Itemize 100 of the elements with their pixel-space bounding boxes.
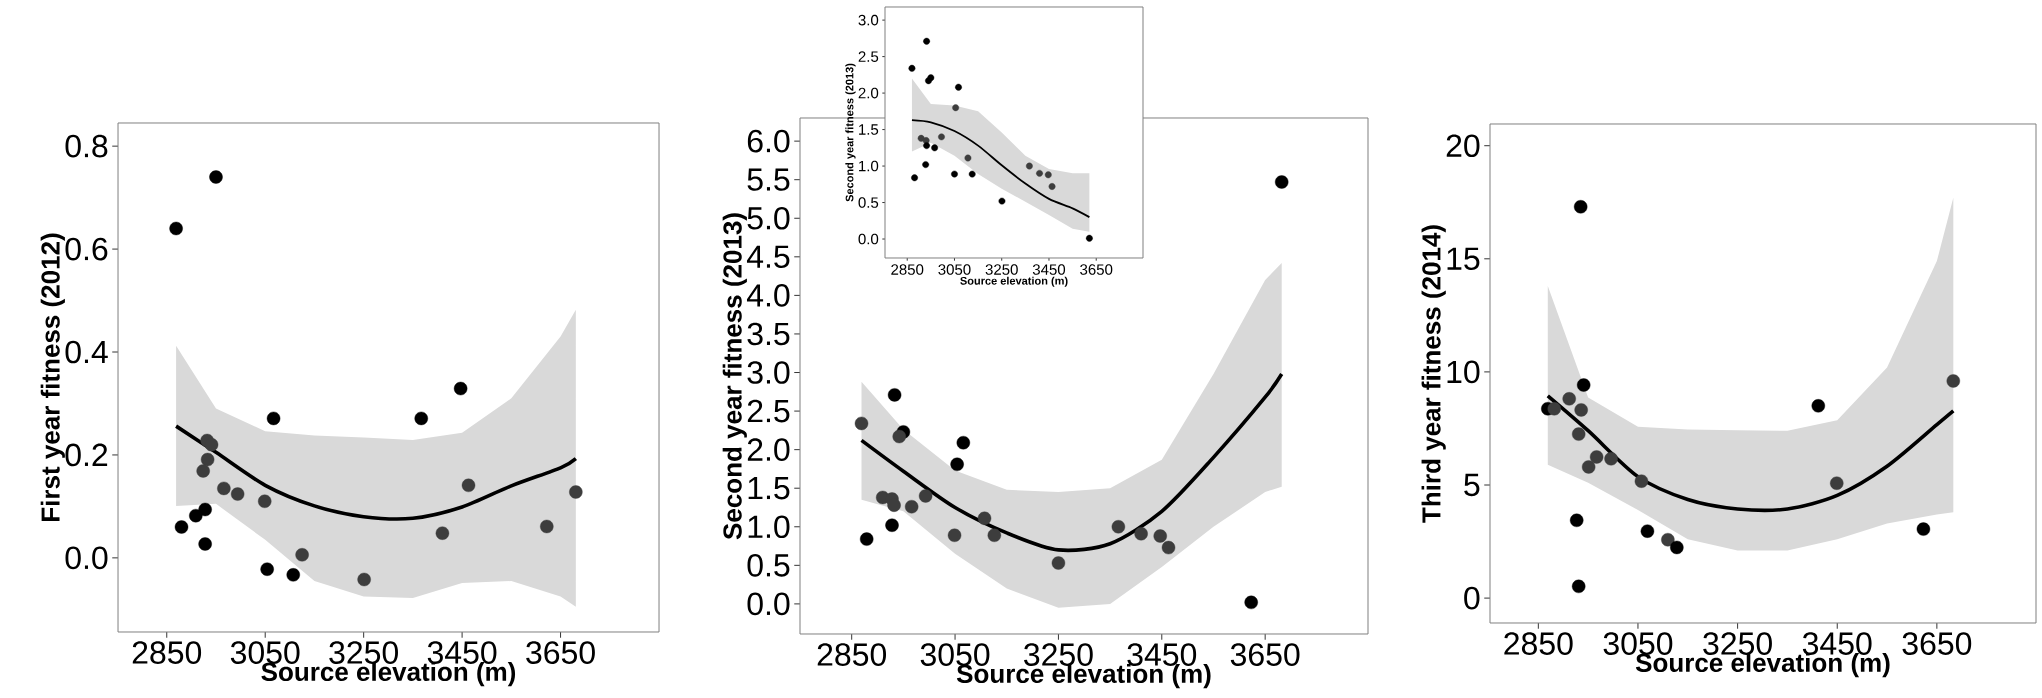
point [1025,162,1033,170]
y-axis-title: Third year fitness (2014) [1421,225,1446,523]
x-tick-label: 3450 [427,641,497,664]
point [952,104,960,112]
y-tick-label: 0.0 [65,546,108,570]
y-tick-label: 4.0 [746,284,790,307]
point [1562,392,1576,406]
y-tick-label: 1.5 [748,477,790,500]
point [987,528,1002,542]
point [918,489,933,503]
y-tick-label: 0.5 [747,554,790,577]
y-tick-label: 2.0 [858,87,879,99]
point [1571,427,1586,441]
y-axis-title: First year fitness (2012) [40,233,65,521]
point [217,481,231,496]
y-tick-label: 2.5 [858,51,879,62]
y-tick-label: 1.5 [859,124,879,135]
point [1051,556,1066,570]
point [887,498,901,512]
point [955,83,962,91]
point [260,562,274,576]
y-tick-label: 0.8 [65,134,108,158]
y-tick-label: 5 [1464,473,1480,497]
point [435,526,450,540]
point [1134,527,1148,541]
y-tick-label: 4.5 [746,245,790,268]
point [258,494,272,508]
point [1036,169,1043,177]
point [198,537,212,551]
point [1634,474,1649,488]
x-tick-label: 2850 [132,641,202,664]
y-tick-label: 3.0 [858,14,879,26]
point [998,197,1006,205]
point [198,502,212,517]
point [923,37,930,45]
point [956,436,971,450]
point [1661,533,1675,547]
point [938,133,945,141]
point [911,174,918,182]
y-tick-label: 0.4 [65,340,108,364]
y-tick-label: 1.0 [859,160,879,172]
point [977,511,992,525]
y-tick-label: 0 [1464,586,1480,610]
point [947,528,962,542]
point [1244,595,1258,610]
x-tick-label: 3650 [526,641,595,664]
point [1670,540,1684,555]
point [1547,402,1561,416]
x-tick-label: 3650 [1230,643,1300,666]
point [1275,175,1289,189]
y-tick-label: 15 [1447,247,1480,270]
x-tick-label: 3250 [985,264,1018,275]
y-tick-label: 2.0 [747,438,790,461]
point [1604,452,1618,466]
point [931,144,939,152]
x-tick-label: 3450 [1127,643,1197,666]
x-tick-label: 3050 [1603,632,1673,655]
point [569,485,583,499]
x-tick-label: 2850 [1504,632,1573,655]
point [885,518,899,532]
x-tick-label: 3450 [1802,632,1872,655]
y-tick-label: 3.5 [747,322,790,346]
point [950,457,964,471]
point [1044,171,1052,179]
point [189,508,203,523]
point [1946,374,1961,388]
x-tick-label: 2850 [817,643,887,666]
point [854,416,869,431]
x-tick-label: 3050 [920,643,990,666]
point [209,170,223,184]
point [357,572,371,587]
line-series [174,424,578,521]
point [1830,476,1844,490]
y-tick-label: 0.0 [858,233,879,245]
point [453,381,468,396]
point [1576,378,1591,392]
point [200,452,215,467]
y-tick-label: 6.0 [747,129,790,153]
y-tick-label: 0.2 [65,443,108,467]
y-tick-label: 0.6 [65,237,108,261]
point [295,548,309,562]
x-tick-label: 3650 [1080,264,1113,275]
point [461,478,476,493]
y-tick-label: 2.5 [747,399,790,423]
point [923,142,930,150]
point [1048,183,1056,190]
x-tick-label: 3050 [230,641,300,664]
line-series [911,119,1091,219]
point [968,170,976,178]
point [1571,579,1586,594]
point [1161,540,1176,555]
point [951,170,958,178]
y-tick-label: 0.0 [747,592,790,616]
y-tick-label: 10 [1447,360,1480,384]
y-tick-label: 5.5 [747,168,790,191]
point [286,568,300,582]
point [540,519,554,534]
point [859,532,874,546]
point [1640,524,1655,538]
y-tick-label: 3.0 [747,361,790,384]
